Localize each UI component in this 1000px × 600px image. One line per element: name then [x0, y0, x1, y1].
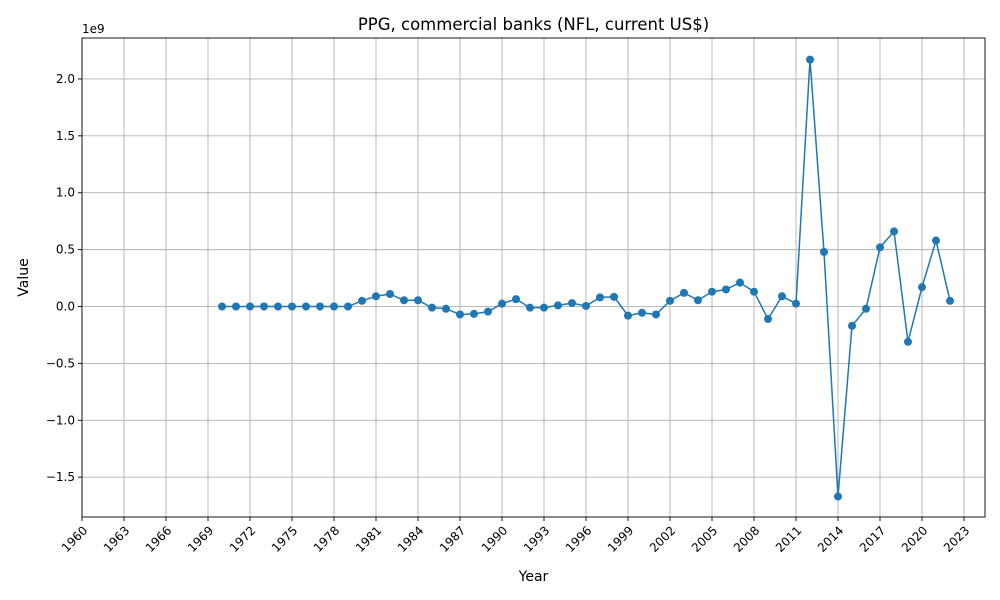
data-point — [624, 311, 632, 320]
data-point — [540, 303, 548, 312]
data-point — [792, 299, 800, 308]
data-point — [764, 315, 772, 324]
data-point — [330, 302, 338, 311]
data-point — [890, 227, 898, 236]
data-point — [358, 296, 366, 305]
data-point — [302, 302, 310, 311]
data-point — [470, 309, 478, 318]
y-tick-label: 1.5 — [56, 129, 75, 143]
x-axis-title: Year — [518, 569, 549, 585]
data-point — [610, 292, 618, 301]
data-point — [862, 304, 870, 313]
data-point — [946, 296, 954, 305]
data-point — [260, 302, 268, 311]
y-tick-label: 2.0 — [56, 72, 75, 86]
data-point — [218, 302, 226, 311]
data-point — [708, 287, 716, 296]
data-point — [750, 287, 758, 296]
y-tick-label: −1.5 — [46, 470, 75, 484]
data-point — [274, 302, 282, 311]
y-axis-title: Value — [16, 258, 32, 296]
data-point — [498, 299, 506, 308]
plot-frame — [81, 37, 986, 518]
data-point — [820, 247, 828, 256]
data-point — [526, 303, 534, 312]
y-tick-label: −0.5 — [46, 356, 75, 370]
data-point — [414, 296, 422, 305]
data-point — [722, 285, 730, 294]
y-tick-label: −1.0 — [46, 413, 75, 427]
data-point — [778, 292, 786, 301]
data-point — [386, 289, 394, 298]
data-point — [834, 492, 842, 501]
data-point — [596, 293, 604, 302]
y-axis-scale-label: 1e9 — [82, 22, 105, 36]
data-point — [918, 283, 926, 292]
y-tick-label: 0.0 — [56, 300, 75, 314]
data-point — [372, 292, 380, 301]
data-point — [344, 302, 352, 311]
data-point — [428, 303, 436, 312]
data-point — [694, 296, 702, 305]
chart-title: PPG, commercial banks (NFL, current US$) — [358, 15, 709, 34]
data-point — [400, 296, 408, 305]
data-point — [736, 278, 744, 287]
y-axis-ticks: −1.5 −1.0 −0.5 0.0 0.5 1.0 1.5 2.0 — [46, 72, 82, 484]
data-point — [582, 301, 590, 310]
data-point — [512, 295, 520, 304]
data-point — [316, 302, 324, 311]
data-point — [680, 288, 688, 297]
grid — [81, 38, 985, 517]
data-point — [666, 296, 674, 305]
data-point — [904, 337, 912, 346]
data-point — [848, 321, 856, 330]
y-tick-label: 1.0 — [56, 186, 75, 200]
data-point — [442, 304, 450, 313]
data-point — [652, 310, 660, 319]
data-point — [288, 302, 296, 311]
data-point — [806, 55, 814, 64]
data-series — [218, 55, 954, 501]
data-point — [232, 302, 240, 311]
data-point — [484, 307, 492, 316]
data-point — [456, 310, 464, 319]
data-point — [554, 301, 562, 310]
y-tick-label: 0.5 — [56, 243, 75, 257]
data-point — [246, 302, 254, 311]
data-point — [638, 308, 646, 317]
data-point — [568, 299, 576, 308]
data-point — [876, 243, 884, 252]
data-point — [932, 236, 940, 245]
